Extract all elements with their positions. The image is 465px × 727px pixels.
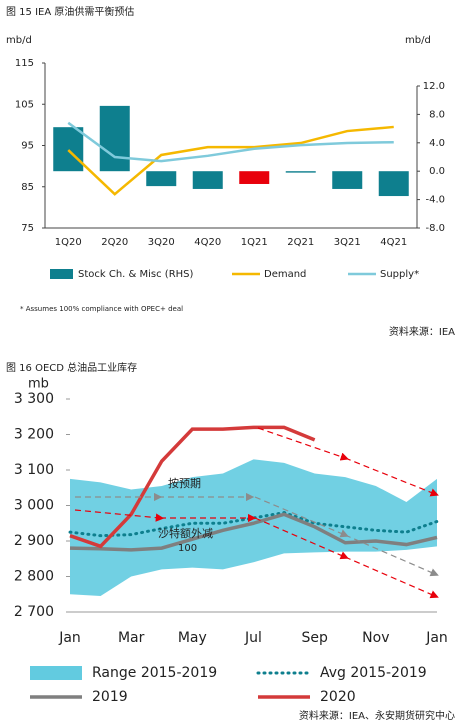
y2-tick-label: 4.0 xyxy=(429,138,445,149)
y-tick-label: 75 xyxy=(21,223,34,234)
source: 资料来源：IEA xyxy=(389,325,455,338)
legend-swatch xyxy=(50,269,73,279)
bar xyxy=(53,127,84,172)
source: 资料来源：IEA、永安期货研究中心 xyxy=(299,709,455,722)
y2-tick-label: 8.0 xyxy=(429,109,445,120)
x-tick-label: 3Q21 xyxy=(334,237,361,248)
bar xyxy=(378,171,409,197)
x-tick-label: Jan xyxy=(58,630,81,646)
x-tick-label: Mar xyxy=(118,630,145,646)
y-axis-label: mb/d xyxy=(6,35,32,46)
x-tick-label: Jan xyxy=(425,630,448,646)
bar xyxy=(332,171,363,189)
legend-label: 2019 xyxy=(92,689,128,705)
y-tick-label: 3 000 xyxy=(14,498,54,514)
bar xyxy=(285,171,316,173)
y2-axis-label: mb/d xyxy=(405,35,431,46)
line xyxy=(69,425,316,549)
x-tick-label: Jul xyxy=(244,630,262,646)
x-tick-label: 3Q20 xyxy=(148,237,175,248)
line xyxy=(67,125,394,196)
chart-title: 图 15 IEA 原油供需平衡预估 xyxy=(6,5,134,18)
y-tick-label: 95 xyxy=(21,141,34,152)
x-tick-label: Nov xyxy=(362,630,389,646)
y-tick-label: 2 800 xyxy=(14,569,54,585)
annotation: 100 xyxy=(178,543,197,554)
annotation: 沙特额外减 xyxy=(158,526,213,540)
bar xyxy=(146,171,177,187)
chart-title: 图 16 OECD 总油品工业库存 xyxy=(6,361,137,374)
range-band xyxy=(70,459,437,597)
bar xyxy=(192,171,223,189)
x-tick-label: Sep xyxy=(301,630,328,646)
y-tick-label: 2 900 xyxy=(14,533,54,549)
y-axis-label: mb xyxy=(28,377,49,392)
x-tick-label: 2Q20 xyxy=(101,237,128,248)
x-tick-label: 1Q20 xyxy=(55,237,82,248)
bar xyxy=(239,171,270,184)
x-tick-label: 2Q21 xyxy=(287,237,314,248)
x-tick-label: May xyxy=(178,630,207,646)
y-tick-label: 115 xyxy=(15,58,34,69)
legend-label: Avg 2015-2019 xyxy=(320,665,427,681)
line xyxy=(67,121,394,163)
y-tick-label: 2 700 xyxy=(14,604,54,620)
annotation: 按预期 xyxy=(168,476,201,490)
legend-label: Demand xyxy=(264,269,306,280)
y2-tick-label: 12.0 xyxy=(423,81,445,92)
y-tick-label: 3 300 xyxy=(14,391,54,407)
legend-label: Stock Ch. & Misc (RHS) xyxy=(78,269,194,280)
footnote: * Assumes 100% compliance with OPEC+ dea… xyxy=(20,305,183,313)
projection-arrows xyxy=(74,427,439,599)
x-tick-label: 1Q21 xyxy=(241,237,268,248)
bar xyxy=(99,105,130,172)
x-tick-label: 4Q20 xyxy=(194,237,221,248)
legend-swatch xyxy=(30,666,82,680)
y2-tick-label: -4.0 xyxy=(425,195,445,206)
legend-label: Supply* xyxy=(380,269,419,280)
y-tick-label: 3 100 xyxy=(14,462,54,478)
y-tick-label: 105 xyxy=(15,99,34,110)
y-tick-label: 85 xyxy=(21,182,34,193)
y2-tick-label: -8.0 xyxy=(425,223,445,234)
y-tick-label: 3 200 xyxy=(14,427,54,443)
y2-tick-label: 0.0 xyxy=(429,166,445,177)
legend-label: Range 2015-2019 xyxy=(92,665,217,681)
x-tick-label: 4Q21 xyxy=(380,237,407,248)
legend-label: 2020 xyxy=(320,689,356,705)
line xyxy=(69,512,438,552)
